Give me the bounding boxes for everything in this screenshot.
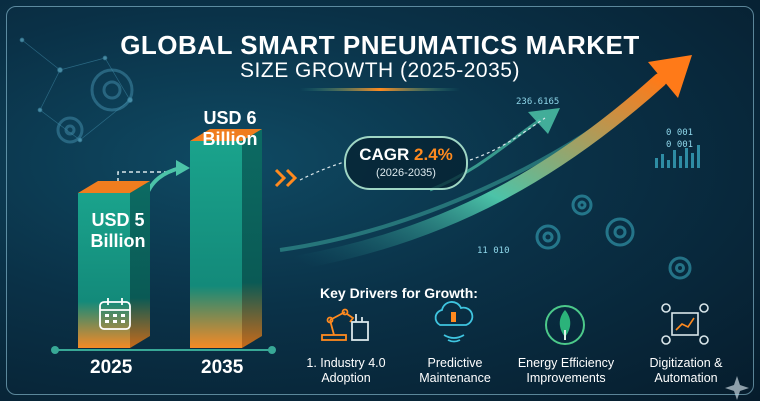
cloud-sensor-icon [434,301,474,343]
bar-side-2035 [242,129,262,348]
drivers-title: Key Drivers for Growth: [320,285,478,301]
growth-arrow [293,73,667,269]
mini-bars-decor [655,145,700,168]
driver-label-digitization: Digitization & Automation [649,356,723,385]
gear-icon [535,194,692,280]
digital-chart-icon [661,303,709,345]
cagr-label: CAGR [359,145,410,164]
title-underline [300,88,460,91]
robot-arm-icon [321,308,369,341]
decor-number: 236.6165 [516,97,560,107]
page-subtitle: SIZE GROWTH (2025-2035) [240,59,520,82]
driver-label-industry: 1. Industry 4.0 Adoption [306,356,386,385]
border-frame [6,6,754,395]
chevrons-icon [274,168,298,188]
decor-number: 0 001 [666,128,694,138]
leaf-icon [545,305,585,345]
driver-label-predictive: Predictive Maintenance [419,356,491,385]
tick-label-2035: 2035 [201,357,244,378]
bar-top-2025 [78,181,150,193]
cagr-value: 2.4% [414,145,453,164]
cagr-badge: CAGR 2.4% (2026-2035) [344,136,468,190]
cagr-period: (2026-2035) [376,167,436,179]
tick-label-2025: 2025 [90,357,133,378]
bar-value-label-2035: USD 6 Billion [202,108,258,149]
growth-arrow-head [648,55,692,98]
decor-number: 11 010 [477,246,510,256]
gear-icon [56,68,134,144]
page-title: GLOBAL SMART PNEUMATICS MARKET [120,30,640,60]
bar-2035 [190,141,242,348]
growth-arrow-head [528,108,560,134]
calendar-icon [99,298,131,330]
bar-value-label-2025: USD 5 Billion [90,210,146,251]
driver-label-energy: Energy Efficiency Improvements [517,356,615,385]
decor-number: 0 001 [666,140,694,150]
bar-top-2035 [190,129,262,141]
bar-side-2025 [130,181,150,348]
sparkle-icon [725,376,749,400]
